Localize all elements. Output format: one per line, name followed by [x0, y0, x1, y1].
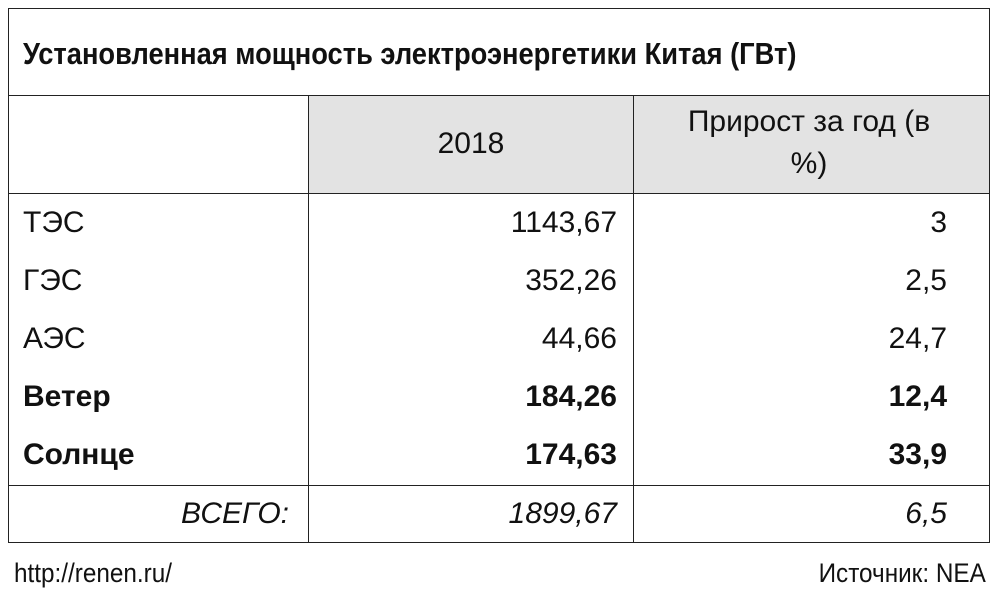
rule — [9, 95, 989, 96]
table: Установленная мощность электроэнергетики… — [8, 8, 990, 543]
cell: 1143,67 — [510, 206, 617, 239]
column-header: 2018 — [437, 127, 505, 160]
cell: 24,7 — [888, 322, 947, 355]
row-label: ГЭС — [23, 264, 83, 297]
cell: 2,5 — [905, 264, 947, 297]
cell: 44,66 — [541, 322, 617, 355]
column-header: Прирост за год (в %) — [687, 105, 931, 180]
row-label: АЭС — [23, 322, 86, 355]
row-label: ТЭС — [23, 206, 85, 239]
title: Установленная мощность электроэнергетики… — [23, 36, 797, 71]
cell: 3 — [930, 206, 947, 239]
cell: 174,63 — [525, 438, 617, 471]
rule — [9, 485, 989, 486]
total-label: ВСЕГО: — [180, 497, 289, 530]
cell: 12,4 — [888, 380, 947, 413]
cell: 184,26 — [525, 380, 617, 413]
row-label: Ветер — [23, 380, 111, 413]
header-bg — [309, 96, 989, 194]
row-label: Солнце — [23, 438, 135, 471]
rule — [633, 95, 634, 542]
footer-url: http://renen.ru/ — [14, 558, 173, 588]
cell: 33,9 — [888, 438, 947, 471]
total-cell: 1899,67 — [508, 497, 617, 530]
total-cell: 6,5 — [905, 497, 947, 530]
cell: 352,26 — [525, 264, 617, 297]
rule — [308, 95, 309, 542]
rule — [9, 193, 989, 194]
footer-source: Источник: NEA — [818, 558, 986, 588]
